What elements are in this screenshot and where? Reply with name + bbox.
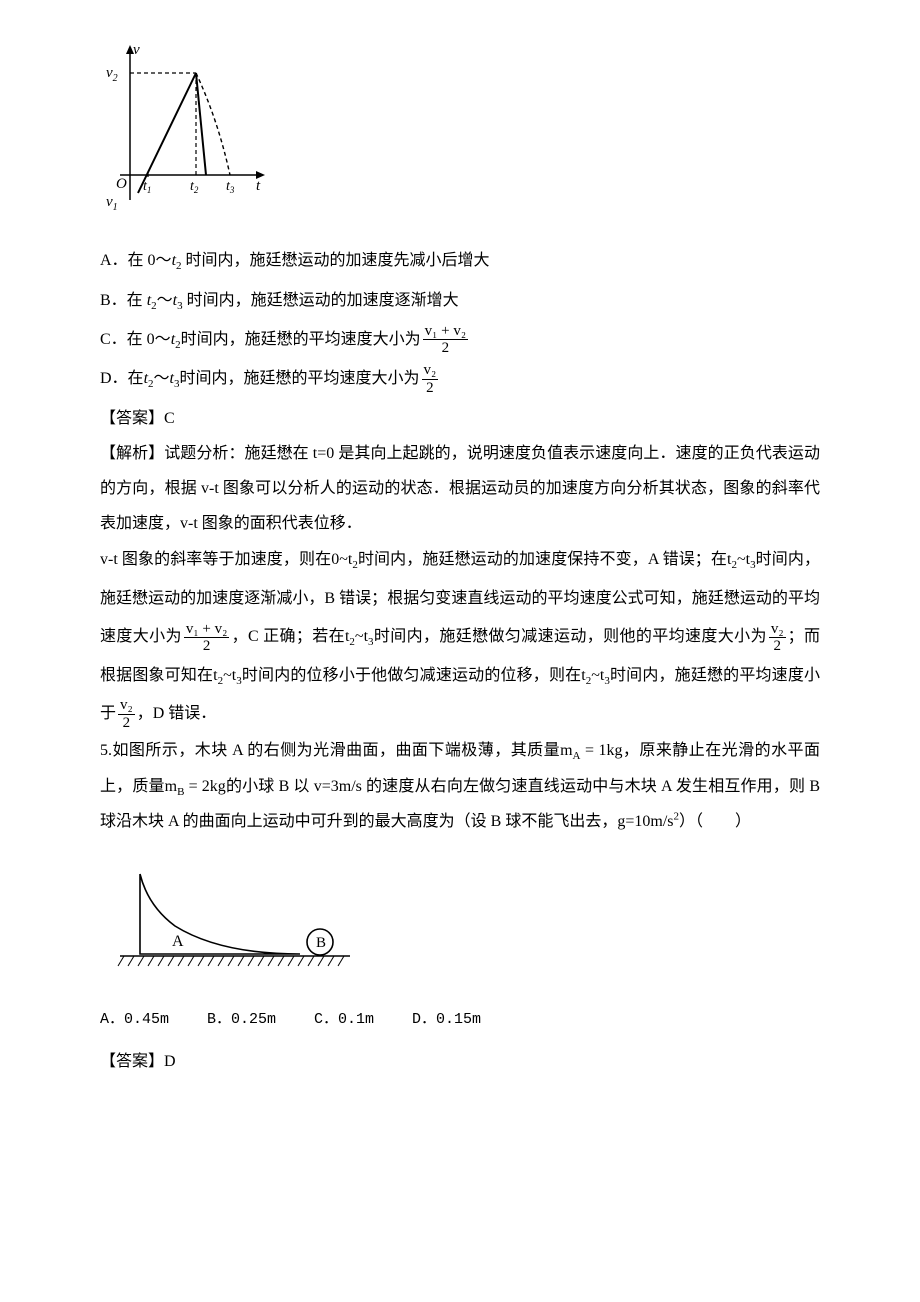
option-B-text: B．在 t2～t3 时间内，施廷懋运动的加速度逐渐增大 (100, 283, 459, 318)
answer-5: 【答案】D (100, 1044, 820, 1079)
question-5-stem: 5.如图所示，木块 A 的右侧为光滑曲面，曲面下端极薄，其质量mA = 1kg，… (100, 733, 820, 839)
analysis-4-p2: v-t 图象的斜率等于加速度，则在0~t2时间内，施廷懋运动的加速度保持不变，A… (100, 541, 820, 733)
answer-4: 【答案】C (100, 401, 820, 436)
svg-text:O: O (116, 176, 127, 192)
analysis-frac-1: v₁ + v₂2 (184, 621, 229, 655)
svg-text:t3: t3 (226, 179, 235, 195)
option-B: B．在 t2～t3 时间内，施廷懋运动的加速度逐渐增大 (100, 283, 820, 318)
analysis-frac-3: v₂2 (118, 697, 135, 731)
q5-option-B: B．0.25m (207, 1003, 276, 1036)
label-A: A (172, 933, 184, 950)
svg-text:v: v (133, 42, 140, 58)
label-B: B (316, 935, 326, 951)
fraction-v2-over-2: v₂ 2 (422, 362, 439, 396)
svg-text:t: t (256, 178, 261, 194)
figure-q5-svg: A B (100, 854, 360, 974)
vt-chart: O v2 v1 v t t1 t2 t3 (100, 40, 820, 223)
option-C-text: C．在 0～t2 时间内，施廷懋的平均速度大小为 v₁ + v₂ 2 (100, 322, 470, 357)
figure-q5: A B (100, 854, 820, 987)
svg-text:v2: v2 (106, 65, 118, 84)
q5-option-A: A．0.45m (100, 1003, 169, 1036)
option-D-text: D．在 t2～t3 时间内，施廷懋的平均速度大小为 v₂ 2 (100, 361, 440, 396)
q5-option-D: D．0.15m (412, 1003, 481, 1036)
options-q5: A．0.45m B．0.25m C．0.1m D．0.15m (100, 1003, 820, 1036)
analysis-frac-2: v₂2 (769, 621, 786, 655)
analysis-4-p1: 【解析】试题分析：施廷懋在 t=0 是其向上起跳的，说明速度负值表示速度向上．速… (100, 436, 820, 542)
svg-text:v1: v1 (106, 194, 118, 210)
svg-text:t2: t2 (190, 179, 199, 195)
q5-option-C: C．0.1m (314, 1003, 374, 1036)
fraction-v1v2-over-2: v₁ + v₂ 2 (423, 323, 468, 357)
option-D: D．在 t2～t3 时间内，施廷懋的平均速度大小为 v₂ 2 (100, 361, 820, 396)
option-A: A．在 0～t2 时间内，施廷懋运动的加速度先减小后增大 (100, 243, 820, 278)
option-C: C．在 0～t2 时间内，施廷懋的平均速度大小为 v₁ + v₂ 2 (100, 322, 820, 357)
option-A-text: A．在 0～t2 时间内，施廷懋运动的加速度先减小后增大 (100, 243, 490, 278)
vt-chart-svg: O v2 v1 v t t1 t2 t3 (100, 40, 270, 210)
